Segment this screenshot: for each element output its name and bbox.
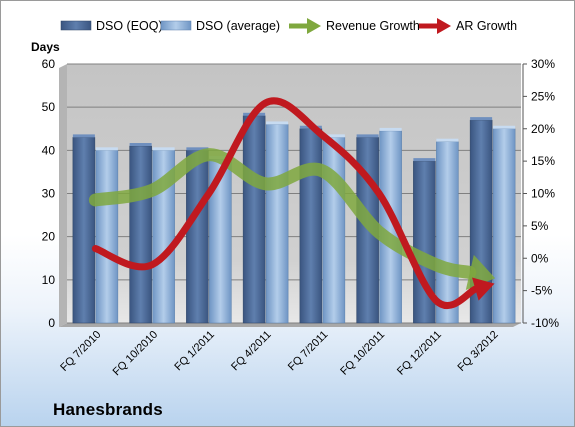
bar-dso-average-top	[95, 147, 118, 151]
y2-tick-label: 15%	[531, 154, 555, 168]
bar-dso-eoq-top	[129, 143, 152, 147]
legend-label: Revenue Growth	[326, 19, 420, 33]
bar-dso-eoq-top	[72, 134, 95, 138]
bar-dso-eoq-top	[470, 117, 493, 121]
bar-dso-average-top	[436, 138, 459, 142]
y-tick-label: 0	[48, 316, 55, 330]
bar-dso-average	[322, 137, 346, 324]
y2-tick-label: -10%	[531, 316, 559, 330]
bar-dso-average	[265, 124, 289, 324]
legend-swatch	[60, 20, 92, 31]
legend-label: AR Growth	[456, 19, 517, 33]
bar-dso-eoq-top	[186, 147, 209, 151]
y-axis-title: Days	[31, 40, 60, 54]
bar-dso-average	[492, 128, 516, 324]
bar-dso-average-top	[266, 121, 289, 125]
legend-swatch	[160, 20, 192, 31]
y-tick-label: 40	[42, 143, 56, 157]
x-tick-label: FQ 3/2012	[456, 329, 501, 374]
y-tick-label: 60	[42, 57, 56, 71]
y-tick-label: 20	[42, 230, 56, 244]
bar-dso-eoq	[186, 150, 209, 324]
x-tick-label: FQ 7/2011	[286, 329, 331, 374]
y-tick-label: 30	[42, 187, 56, 201]
bar-dso-average-top	[493, 125, 516, 129]
y2-tick-label: 5%	[531, 219, 549, 233]
y2-tick-label: 0%	[531, 251, 549, 265]
legend-swatch-arrowhead	[437, 18, 451, 34]
bar-dso-eoq	[299, 128, 323, 324]
y2-tick-label: -5%	[531, 284, 553, 298]
bar-dso-eoq-top	[356, 134, 379, 138]
bar-dso-average	[95, 150, 119, 324]
company-label: Hanesbrands	[53, 400, 163, 419]
bar-dso-average-top	[152, 147, 175, 151]
ar-growth-line	[91, 97, 479, 310]
bar-dso-eoq-top	[413, 158, 436, 162]
x-tick-label: FQ 10/2010	[111, 329, 161, 379]
y2-tick-label: 30%	[531, 57, 555, 71]
bar-dso-eoq	[129, 145, 152, 324]
y-tick-label: 10	[42, 273, 56, 287]
y2-tick-label: 10%	[531, 187, 555, 201]
bar-dso-average-top	[322, 134, 345, 138]
legend-swatch-arrowhead	[307, 18, 321, 34]
revenue-growth-line	[88, 148, 477, 279]
plot-floor	[59, 323, 521, 327]
x-tick-label: FQ 7/2010	[58, 329, 103, 374]
plot-side-wall	[59, 64, 67, 327]
y-tick-label: 50	[42, 100, 56, 114]
bar-dso-eoq	[72, 137, 96, 324]
x-tick-label: FQ 1/2011	[172, 329, 217, 374]
y2-tick-label: 25%	[531, 89, 555, 103]
x-tick-label: FQ 12/2011	[395, 329, 444, 378]
bar-dso-eoq	[242, 115, 266, 324]
legend-label: DSO (average)	[196, 19, 280, 33]
bar-dso-average-top	[379, 127, 402, 131]
x-tick-label: FQ 4/2011	[229, 329, 274, 374]
x-tick-label: FQ 10/2011	[338, 329, 387, 378]
y2-tick-label: 20%	[531, 122, 555, 136]
bar-dso-average	[436, 141, 459, 324]
legend-label: DSO (EOQ)	[96, 19, 163, 33]
ar-growth-arrowhead	[472, 277, 495, 301]
